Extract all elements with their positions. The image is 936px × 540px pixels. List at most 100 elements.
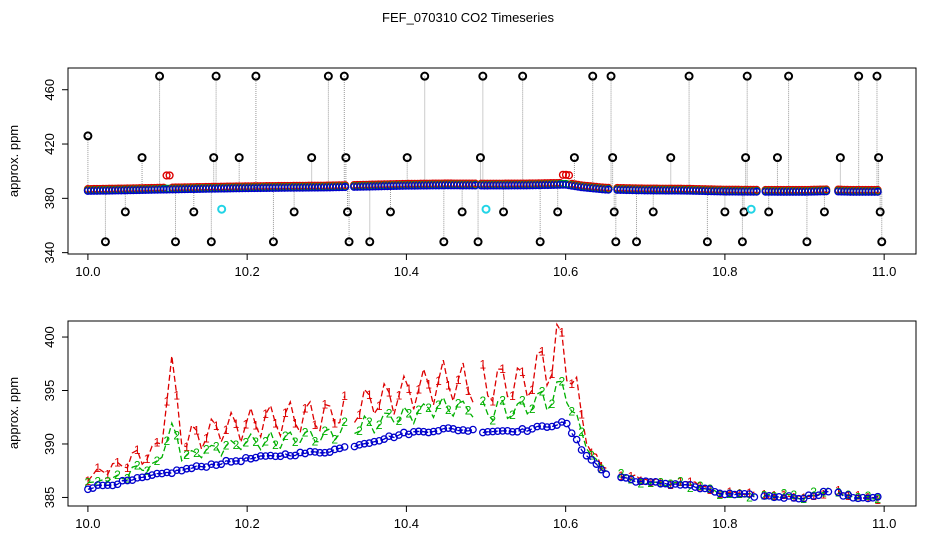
outlier-point <box>289 207 299 217</box>
series-marker-green: 2 <box>114 468 121 482</box>
series-marker-green: 2 <box>415 403 422 417</box>
series-marker-green: 2 <box>203 443 210 457</box>
series-marker-red: 1 <box>223 423 230 437</box>
series-marker-green: 2 <box>331 433 338 447</box>
series-marker-red: 1 <box>85 474 92 488</box>
point-blue <box>385 432 393 441</box>
outlier-point <box>478 71 488 81</box>
series-marker-red: 1 <box>405 382 412 396</box>
panel-top-marks <box>83 71 887 247</box>
series-marker-green: 2 <box>445 403 452 417</box>
series-marker-green: 2 <box>134 459 141 473</box>
point-blue <box>360 439 369 448</box>
series-marker-red: 1 <box>810 489 817 503</box>
outlier-point <box>499 207 509 217</box>
outlier-point <box>473 237 483 247</box>
series-marker-green: 2 <box>154 454 161 468</box>
point-blue <box>103 481 112 490</box>
point-blue <box>335 444 344 453</box>
point-red <box>564 171 574 180</box>
outlier-point <box>251 71 261 81</box>
series-marker-red: 1 <box>865 490 872 504</box>
outlier-point-cyan <box>746 204 756 214</box>
point-blue <box>577 446 586 454</box>
outlier-point <box>739 207 749 217</box>
point-blue <box>775 493 783 501</box>
series-marker-green: 2 <box>539 384 546 398</box>
point-blue <box>824 487 833 496</box>
point-blue <box>108 481 117 490</box>
y-tick-label: 420 <box>42 133 57 155</box>
series-marker-red: 1 <box>509 389 516 403</box>
point-blue <box>493 427 502 436</box>
series-marker-red: 1 <box>519 365 526 379</box>
point-blue <box>355 440 364 449</box>
outlier-point <box>457 207 467 217</box>
point-blue <box>321 448 329 457</box>
series-marker-green: 2 <box>509 408 516 422</box>
point-blue <box>617 473 625 482</box>
series-marker-green: 2 <box>124 471 131 485</box>
point-blue <box>681 480 690 489</box>
series-marker-red: 1 <box>154 436 161 450</box>
point-blue <box>661 479 670 488</box>
outlier-point <box>268 237 278 247</box>
point-blue <box>602 470 611 479</box>
series-marker-green: 2 <box>85 476 92 490</box>
x-tick-label: 10.2 <box>234 516 259 531</box>
point-red <box>561 170 571 179</box>
point-blue <box>459 426 467 434</box>
point-blue <box>296 448 305 457</box>
point-blue <box>770 493 778 502</box>
point-red <box>558 170 568 179</box>
point-blue <box>424 428 433 437</box>
series-marker-green: 2 <box>223 439 230 453</box>
y-tick-label: 460 <box>42 79 57 101</box>
outlier-point <box>206 237 216 247</box>
x-tick-label: 10.4 <box>394 516 419 531</box>
series-marker-red: 1 <box>252 418 259 432</box>
point-blue <box>375 436 384 445</box>
series-marker-red: 1 <box>568 377 575 391</box>
series-marker-green: 2 <box>173 429 180 443</box>
series-marker-red: 1 <box>845 489 852 503</box>
x-tick-label: 10.0 <box>75 516 100 531</box>
series-marker-red: 1 <box>114 455 121 469</box>
series-marker-green: 2 <box>356 424 363 438</box>
outlier-point <box>569 153 579 163</box>
series-marker-red: 1 <box>366 388 373 402</box>
outlier-point <box>720 207 730 217</box>
point-blue <box>306 447 314 456</box>
series-marker-green: 2 <box>558 374 565 388</box>
point-blue <box>790 494 798 502</box>
point-blue <box>454 426 463 435</box>
point-blue <box>113 480 122 489</box>
series-marker-red: 1 <box>726 485 733 499</box>
point-blue <box>725 489 734 498</box>
series-marker-red: 1 <box>558 326 565 340</box>
outlier-point <box>608 153 618 163</box>
point-blue <box>691 483 699 491</box>
point-blue <box>143 472 151 481</box>
point-blue <box>316 448 324 457</box>
x-tick-label: 10.4 <box>394 264 419 279</box>
series-marker-green: 2 <box>726 487 733 501</box>
point-blue <box>439 424 448 433</box>
outlier-point <box>402 153 412 163</box>
panel-top-chart: 10.0 10.2 10.4 10.6 10.8 11.0 340 380 420 460 app… <box>6 67 917 279</box>
point-blue <box>666 481 675 489</box>
point-blue <box>868 493 877 502</box>
point-blue <box>256 452 265 460</box>
point-blue <box>370 437 379 446</box>
point-blue <box>340 443 349 451</box>
point-blue <box>286 451 295 460</box>
outlier-point <box>518 71 528 81</box>
series-marker-red: 1 <box>415 382 422 396</box>
outlier-point <box>854 71 864 81</box>
point-blue <box>222 456 230 465</box>
point-blue <box>182 464 191 473</box>
point-blue <box>237 457 245 466</box>
series-marker-red: 1 <box>588 446 595 460</box>
outlier-point <box>611 237 621 247</box>
